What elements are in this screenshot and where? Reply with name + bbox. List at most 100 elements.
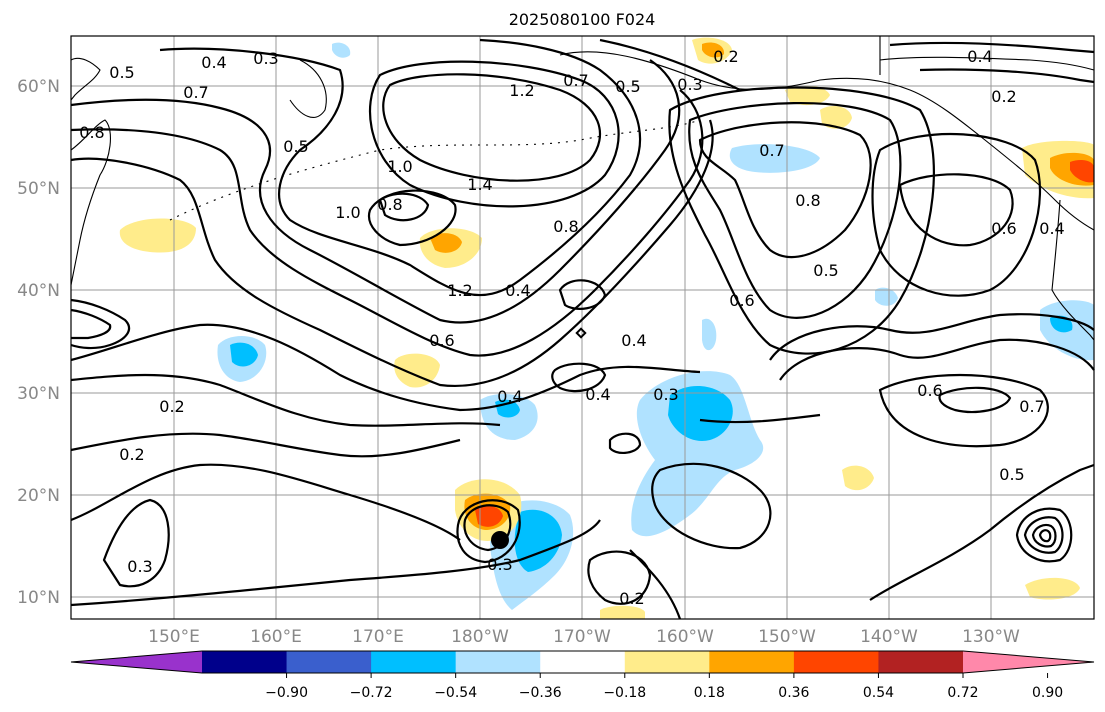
- colorbar-segment: [540, 651, 626, 673]
- map-border: [70, 35, 1095, 620]
- contour-line: [878, 373, 1049, 448]
- shade-negative: [702, 318, 717, 351]
- contour-line: [1023, 516, 1064, 554]
- contour-label: 0.7: [759, 141, 784, 160]
- shade-positive: [119, 218, 196, 253]
- storm-center-marker: [491, 531, 509, 549]
- colorbar-segment: [878, 651, 964, 673]
- coastline-kamchatka: [70, 119, 111, 286]
- contour-line: [70, 463, 461, 541]
- contour-label: 0.8: [79, 123, 104, 142]
- contour-marker: [575, 327, 587, 339]
- contour-line: [651, 462, 772, 550]
- coastline-asia: [70, 57, 101, 101]
- contour-line: [368, 60, 620, 208]
- contour-label: 0.4: [497, 387, 522, 406]
- shade-positive: [430, 233, 462, 253]
- contour-label: 0.3: [653, 385, 678, 404]
- colorbar-tick-label: −0.72: [350, 685, 393, 701]
- shade-positive: [475, 505, 503, 527]
- colorbar-segment: [455, 651, 541, 673]
- contour-line: [871, 132, 1042, 297]
- colorbar-extend-low: [71, 651, 202, 673]
- contour-label: 0.6: [991, 219, 1016, 238]
- contour-label: 0.5: [813, 261, 838, 280]
- contour-line: [70, 323, 701, 412]
- colorbar-outline: [70, 650, 1095, 674]
- contour-label: 0.3: [253, 49, 278, 68]
- contour-label: 0.8: [377, 195, 402, 214]
- contour-line: [688, 101, 902, 319]
- contour-label: 0.2: [119, 445, 144, 464]
- contour-label: 0.4: [967, 47, 992, 66]
- contour-label: 0.2: [619, 589, 644, 608]
- contour-label: 0.3: [127, 557, 152, 576]
- lon-label: 150°E: [148, 627, 200, 647]
- lon-label: 150°W: [758, 627, 816, 647]
- shade-negative: [332, 42, 351, 58]
- contour-line: [1038, 529, 1052, 543]
- contour-label: 0.6: [917, 381, 942, 400]
- shade-positive: [785, 85, 830, 106]
- contour-label: 0.4: [505, 281, 530, 300]
- lon-label: 170°W: [553, 627, 611, 647]
- contour-line: [1015, 507, 1073, 563]
- lat-label: 50°N: [17, 179, 60, 199]
- contour-line: [382, 73, 602, 182]
- contour-line: [456, 499, 521, 564]
- colorbar-segment: [624, 651, 710, 673]
- coastline-alaska: [559, 51, 1095, 231]
- shade-positive: [394, 353, 440, 388]
- contour-line: [367, 189, 457, 247]
- contour-line: [102, 498, 170, 588]
- contour-label: 0.7: [1019, 397, 1044, 416]
- contour-label: 0.8: [795, 191, 820, 210]
- colorbar-tick-label: −0.54: [434, 685, 477, 701]
- shade-positive: [820, 106, 852, 129]
- shade-positive: [1025, 577, 1080, 600]
- contour-line: [70, 373, 501, 427]
- lat-label: 60°N: [17, 77, 60, 97]
- shade-negative: [668, 385, 733, 441]
- colorbar-tick-label: 0.90: [1032, 685, 1063, 701]
- contour-line: [938, 386, 1012, 413]
- contour-line: [599, 38, 741, 91]
- shade-positive: [600, 605, 645, 619]
- contour-line: [70, 89, 704, 357]
- contour-line: [159, 38, 642, 297]
- colorbar-segment: [371, 651, 457, 673]
- contour-label: 1.2: [509, 81, 534, 100]
- contour-line: [587, 550, 652, 605]
- contour-label: 1.2: [447, 281, 472, 300]
- lat-label: 30°N: [17, 384, 60, 404]
- contour-label: 0.4: [585, 385, 610, 404]
- contour-line: [70, 308, 112, 340]
- colorbar-segment: [286, 651, 372, 673]
- lon-label: 130°W: [962, 627, 1020, 647]
- shade-negative: [729, 144, 820, 173]
- shade-positive: [1070, 160, 1094, 183]
- contour-line: [70, 119, 714, 387]
- coastline-pnw: [1051, 199, 1095, 341]
- lon-label: 160°E: [250, 627, 302, 647]
- contour-labels: 0.5 0.4 0.3 0.7 0.8 0.5 1.2 0.7 0.5 0.3 …: [79, 47, 1064, 608]
- contour-line: [629, 549, 682, 620]
- contour-label: 0.2: [713, 47, 738, 66]
- contour-line: [889, 41, 1095, 54]
- contour-line: [668, 86, 935, 355]
- lon-label: 180°W: [451, 627, 509, 647]
- colorbar-tick-label: 0.54: [863, 685, 894, 701]
- contour-label: 0.6: [429, 331, 454, 350]
- map-title: 2025080100 F024: [509, 10, 656, 29]
- coastline-alaska-north: [879, 36, 1095, 75]
- shade-negative: [230, 342, 258, 367]
- contour-label: 0.4: [1039, 219, 1064, 238]
- contour-line: [869, 463, 1095, 601]
- lat-label: 40°N: [17, 281, 60, 301]
- coastline-chukotka: [289, 59, 327, 118]
- contour-line: [769, 313, 1095, 361]
- contour-label: 0.4: [201, 53, 226, 72]
- colorbar-segment: [709, 651, 795, 673]
- colorbar-tick-label: −0.36: [519, 685, 562, 701]
